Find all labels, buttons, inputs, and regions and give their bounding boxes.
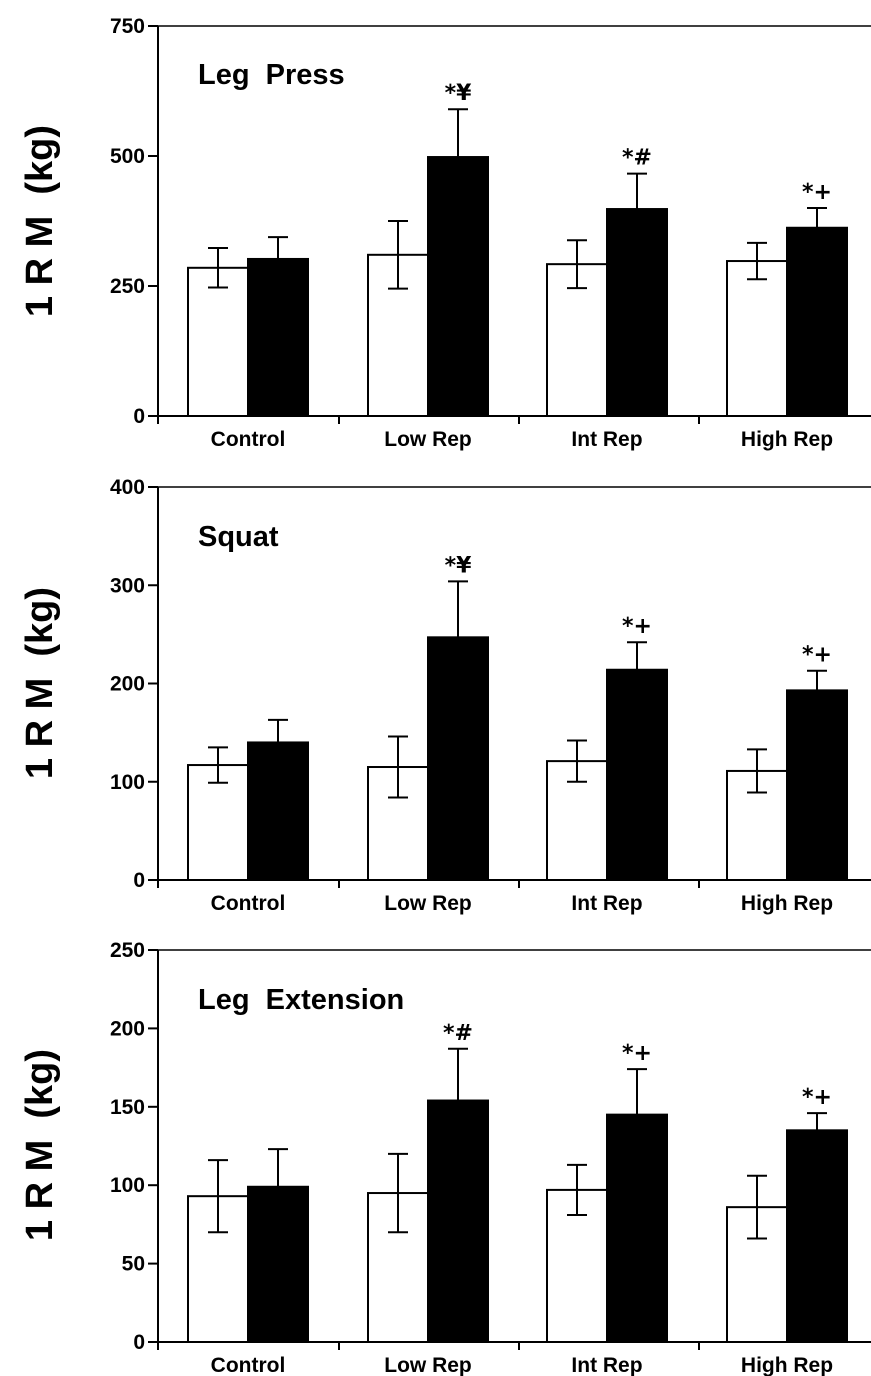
y-tick-label: 0 — [133, 405, 145, 428]
y-tick-label: 400 — [110, 476, 145, 499]
y-tick-label: 150 — [110, 1096, 145, 1119]
panel-title: Squat — [198, 521, 279, 553]
bar-open-control — [187, 266, 249, 417]
significance-marker: *¥ — [445, 553, 473, 578]
chart-panel-1: 0 250 500 750 1 R M (kg) Leg Press *¥ *# *+ Contr… — [19, 15, 871, 451]
y-tick-label: 100 — [110, 1174, 145, 1197]
panel-title: Leg Press — [198, 59, 345, 91]
x-category-label: Int Rep — [571, 428, 642, 451]
bar-filled-high-rep — [786, 226, 848, 417]
significance-marker: *+ — [802, 180, 832, 205]
y-tick-label: 200 — [110, 673, 145, 696]
y-axis-label: 1 R M (kg) — [19, 1049, 61, 1241]
x-category-label: Low Rep — [384, 892, 472, 915]
chart-panel-2: 0 100 200 300 400 1 R M (kg) Squat *¥ *+ *+ Contro… — [19, 476, 871, 915]
significance-marker: *¥ — [445, 81, 473, 106]
x-category-label: High Rep — [741, 892, 833, 915]
y-tick-label: 0 — [133, 869, 145, 892]
x-category-label: Int Rep — [571, 892, 642, 915]
y-tick-label: 500 — [110, 145, 145, 168]
x-category-label: Control — [211, 892, 286, 915]
panel-title: Leg Extension — [198, 984, 404, 1016]
x-category-label: High Rep — [741, 1354, 833, 1376]
y-tick-label: 250 — [110, 939, 145, 962]
y-tick-label: 250 — [110, 275, 145, 298]
x-category-label: High Rep — [741, 428, 833, 451]
bar-open-control — [187, 764, 249, 881]
bar-filled-control — [247, 1185, 309, 1343]
y-axis-label: 1 R M (kg) — [19, 125, 61, 317]
bar-open-high-rep — [726, 260, 788, 418]
y-tick-label: 750 — [110, 15, 145, 38]
significance-marker: *+ — [622, 1041, 652, 1066]
y-tick-label: 200 — [110, 1017, 145, 1040]
bar-filled-int-rep — [606, 1113, 668, 1344]
y-tick-label: 50 — [122, 1253, 145, 1276]
bar-filled-high-rep — [786, 689, 848, 881]
chart-panel-3: 0 50 100 150 200 250 1 R M (kg) Leg Extension *#… — [19, 939, 871, 1376]
significance-marker: *# — [622, 146, 652, 171]
x-category-label: Int Rep — [571, 1354, 642, 1376]
bar-filled-control — [247, 741, 309, 882]
bar-filled-int-rep — [606, 208, 668, 417]
x-category-label: Low Rep — [384, 1354, 472, 1376]
bar-filled-int-rep — [606, 668, 668, 881]
y-tick-label: 0 — [133, 1331, 145, 1354]
x-category-label: Low Rep — [384, 428, 472, 451]
bar-open-int-rep — [546, 263, 608, 417]
bar-filled-low-rep — [427, 1099, 489, 1343]
significance-marker: *+ — [802, 643, 832, 668]
significance-marker: *+ — [622, 614, 652, 639]
y-tick-label: 100 — [110, 771, 145, 794]
significance-marker: *+ — [802, 1085, 832, 1110]
bar-filled-control — [247, 257, 309, 417]
significance-marker: *# — [443, 1021, 473, 1046]
bar-filled-low-rep — [427, 636, 489, 882]
bar-filled-low-rep — [427, 156, 489, 417]
y-tick-label: 300 — [110, 574, 145, 597]
x-category-label: Control — [211, 428, 286, 451]
x-category-label: Control — [211, 1354, 286, 1376]
bar-filled-high-rep — [786, 1129, 848, 1343]
y-axis-label: 1 R M (kg) — [19, 587, 61, 779]
